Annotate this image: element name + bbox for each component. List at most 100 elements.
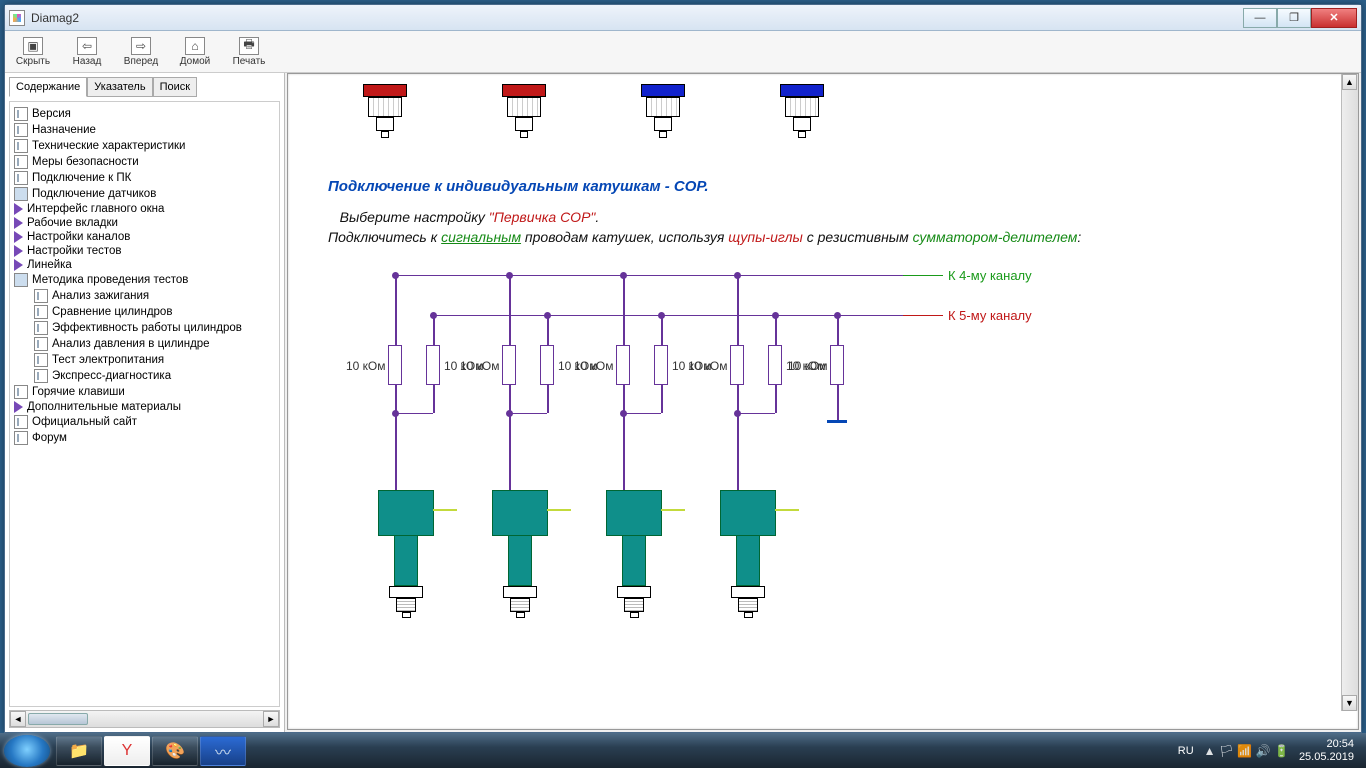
tree-item[interactable]: Настройки тестов (12, 244, 277, 258)
res-lead (623, 275, 625, 345)
res-lead (661, 315, 663, 345)
res-lead (433, 315, 435, 345)
vertical-scrollbar[interactable]: ▲ ▼ (1341, 74, 1358, 711)
titlebar: Diamag2 — ❐ ✕ (5, 5, 1361, 31)
scroll-thumb[interactable] (28, 713, 88, 725)
res-lead (395, 275, 397, 345)
maximize-button[interactable]: ❐ (1277, 8, 1311, 28)
tree-item[interactable]: Назначение (12, 122, 277, 138)
toolbar-вперед[interactable]: ⇨Вперед (119, 37, 163, 67)
resistor (502, 345, 516, 385)
tree-item[interactable]: Тест электропитания (12, 352, 277, 368)
toolbar-скрыть[interactable]: ▣Скрыть (11, 37, 55, 67)
tree-item[interactable]: Версия (12, 106, 277, 122)
coil-lead (509, 413, 511, 490)
task-explorer[interactable]: 📁 (56, 736, 102, 766)
tree-item[interactable]: Подключение к ПК (12, 170, 277, 186)
play-icon (14, 231, 23, 243)
toolbar-icon: ⇦ (77, 37, 97, 55)
node (734, 272, 741, 279)
close-button[interactable]: ✕ (1311, 8, 1357, 28)
tree-item[interactable]: Экспресс-диагностика (12, 368, 277, 384)
task-diamag[interactable]: 〰 (200, 736, 246, 766)
minimize-button[interactable]: — (1243, 8, 1277, 28)
tree-item[interactable]: Официальный сайт (12, 414, 277, 430)
content-pane[interactable]: Подключение к индивидуальным катушкам - … (287, 73, 1359, 730)
tab-index[interactable]: Указатель (87, 77, 152, 97)
doc-icon (14, 155, 28, 169)
channel4-label: К 4-му каналу (948, 268, 1032, 283)
clock[interactable]: 20:54 25.05.2019 (1299, 738, 1354, 762)
toolbar-печать[interactable]: 🖶Печать (227, 37, 271, 67)
doc-icon (14, 431, 28, 445)
doc-icon (34, 289, 48, 303)
resistor (616, 345, 630, 385)
node (506, 272, 513, 279)
task-browser[interactable]: Y (104, 736, 150, 766)
tree-item[interactable]: Эффективность работы цилиндров (12, 320, 277, 336)
tree-item[interactable]: Форум (12, 430, 277, 446)
spark-plug-connector (502, 84, 546, 138)
tree-item[interactable]: Анализ зажигания (12, 288, 277, 304)
start-button[interactable] (4, 735, 50, 767)
tree-item[interactable]: Линейка (12, 258, 277, 272)
scroll-down-button[interactable]: ▼ (1342, 695, 1357, 711)
horizontal-scrollbar[interactable]: ◄ ► (9, 710, 280, 728)
channel5-label: К 5-му каналу (948, 308, 1032, 323)
resistor (540, 345, 554, 385)
node (392, 272, 399, 279)
resistor-label: 10 кОм (688, 359, 728, 373)
tree-item[interactable]: Методика проведения тестов (12, 272, 277, 288)
tray-icons[interactable]: ▲ 🏳 📶 🔊 🔋 (1204, 744, 1289, 758)
resistor-label: 10 кОм (460, 359, 500, 373)
spark-plug-connector (780, 84, 824, 138)
scroll-up-button[interactable]: ▲ (1342, 74, 1357, 90)
ignition-coil (720, 490, 776, 618)
tree-item[interactable]: Сравнение цилиндров (12, 304, 277, 320)
scroll-right-button[interactable]: ► (263, 711, 279, 727)
tree-item[interactable]: Меры безопасности (12, 154, 277, 170)
res-lead (547, 385, 549, 413)
res-lead (661, 385, 663, 413)
sidebar-tabs: Содержание Указатель Поиск (9, 77, 280, 97)
scroll-left-button[interactable]: ◄ (10, 711, 26, 727)
system-tray: RU ▲ 🏳 📶 🔊 🔋 20:54 25.05.2019 (1178, 738, 1362, 762)
tree-item[interactable]: Интерфейс главного окна (12, 202, 277, 216)
tree-item[interactable]: Анализ давления в цилиндре (12, 336, 277, 352)
tab-search[interactable]: Поиск (153, 77, 197, 97)
res-join (623, 413, 661, 415)
toolbar-icon: ⌂ (185, 37, 205, 55)
res-join (509, 413, 547, 415)
tree-item[interactable]: Подключение датчиков (12, 186, 277, 202)
signal-link[interactable]: сигнальным (441, 229, 521, 245)
lang-indicator[interactable]: RU (1178, 745, 1194, 757)
toc-tree[interactable]: ВерсияНазначениеТехнические характеристи… (9, 101, 280, 707)
toolbar-назад[interactable]: ⇦Назад (65, 37, 109, 67)
tree-item[interactable]: Технические характеристики (12, 138, 277, 154)
res-lead (623, 385, 625, 413)
instruction-text: Выберите настройку "Первичка COP". Подкл… (328, 207, 1338, 248)
res-lead (737, 275, 739, 345)
coil-lead (737, 413, 739, 490)
res-lead (837, 385, 839, 420)
toolbar-домой[interactable]: ⌂Домой (173, 37, 217, 67)
task-paint[interactable]: 🎨 (152, 736, 198, 766)
node (430, 312, 437, 319)
ground-symbol (827, 420, 847, 423)
tab-contents[interactable]: Содержание (9, 77, 87, 97)
spark-plug-connector (641, 84, 685, 138)
doc-icon (34, 321, 48, 335)
tree-item[interactable]: Рабочие вкладки (12, 216, 277, 230)
play-icon (14, 259, 23, 271)
section-heading: Подключение к индивидуальным катушкам - … (328, 178, 1338, 195)
tree-item[interactable]: Настройки каналов (12, 230, 277, 244)
window-title: Diamag2 (31, 11, 79, 25)
app-window: Diamag2 — ❐ ✕ ▣Скрыть ⇦Назад ⇨Вперед ⌂Домой… (4, 4, 1362, 733)
ignition-coil (492, 490, 548, 618)
resistor (830, 345, 844, 385)
tree-item[interactable]: Горячие клавиши (12, 384, 277, 400)
doc-icon (14, 139, 28, 153)
tree-item[interactable]: Дополнительные материалы (12, 400, 277, 414)
coil-lead (395, 413, 397, 490)
res-join (737, 413, 775, 415)
